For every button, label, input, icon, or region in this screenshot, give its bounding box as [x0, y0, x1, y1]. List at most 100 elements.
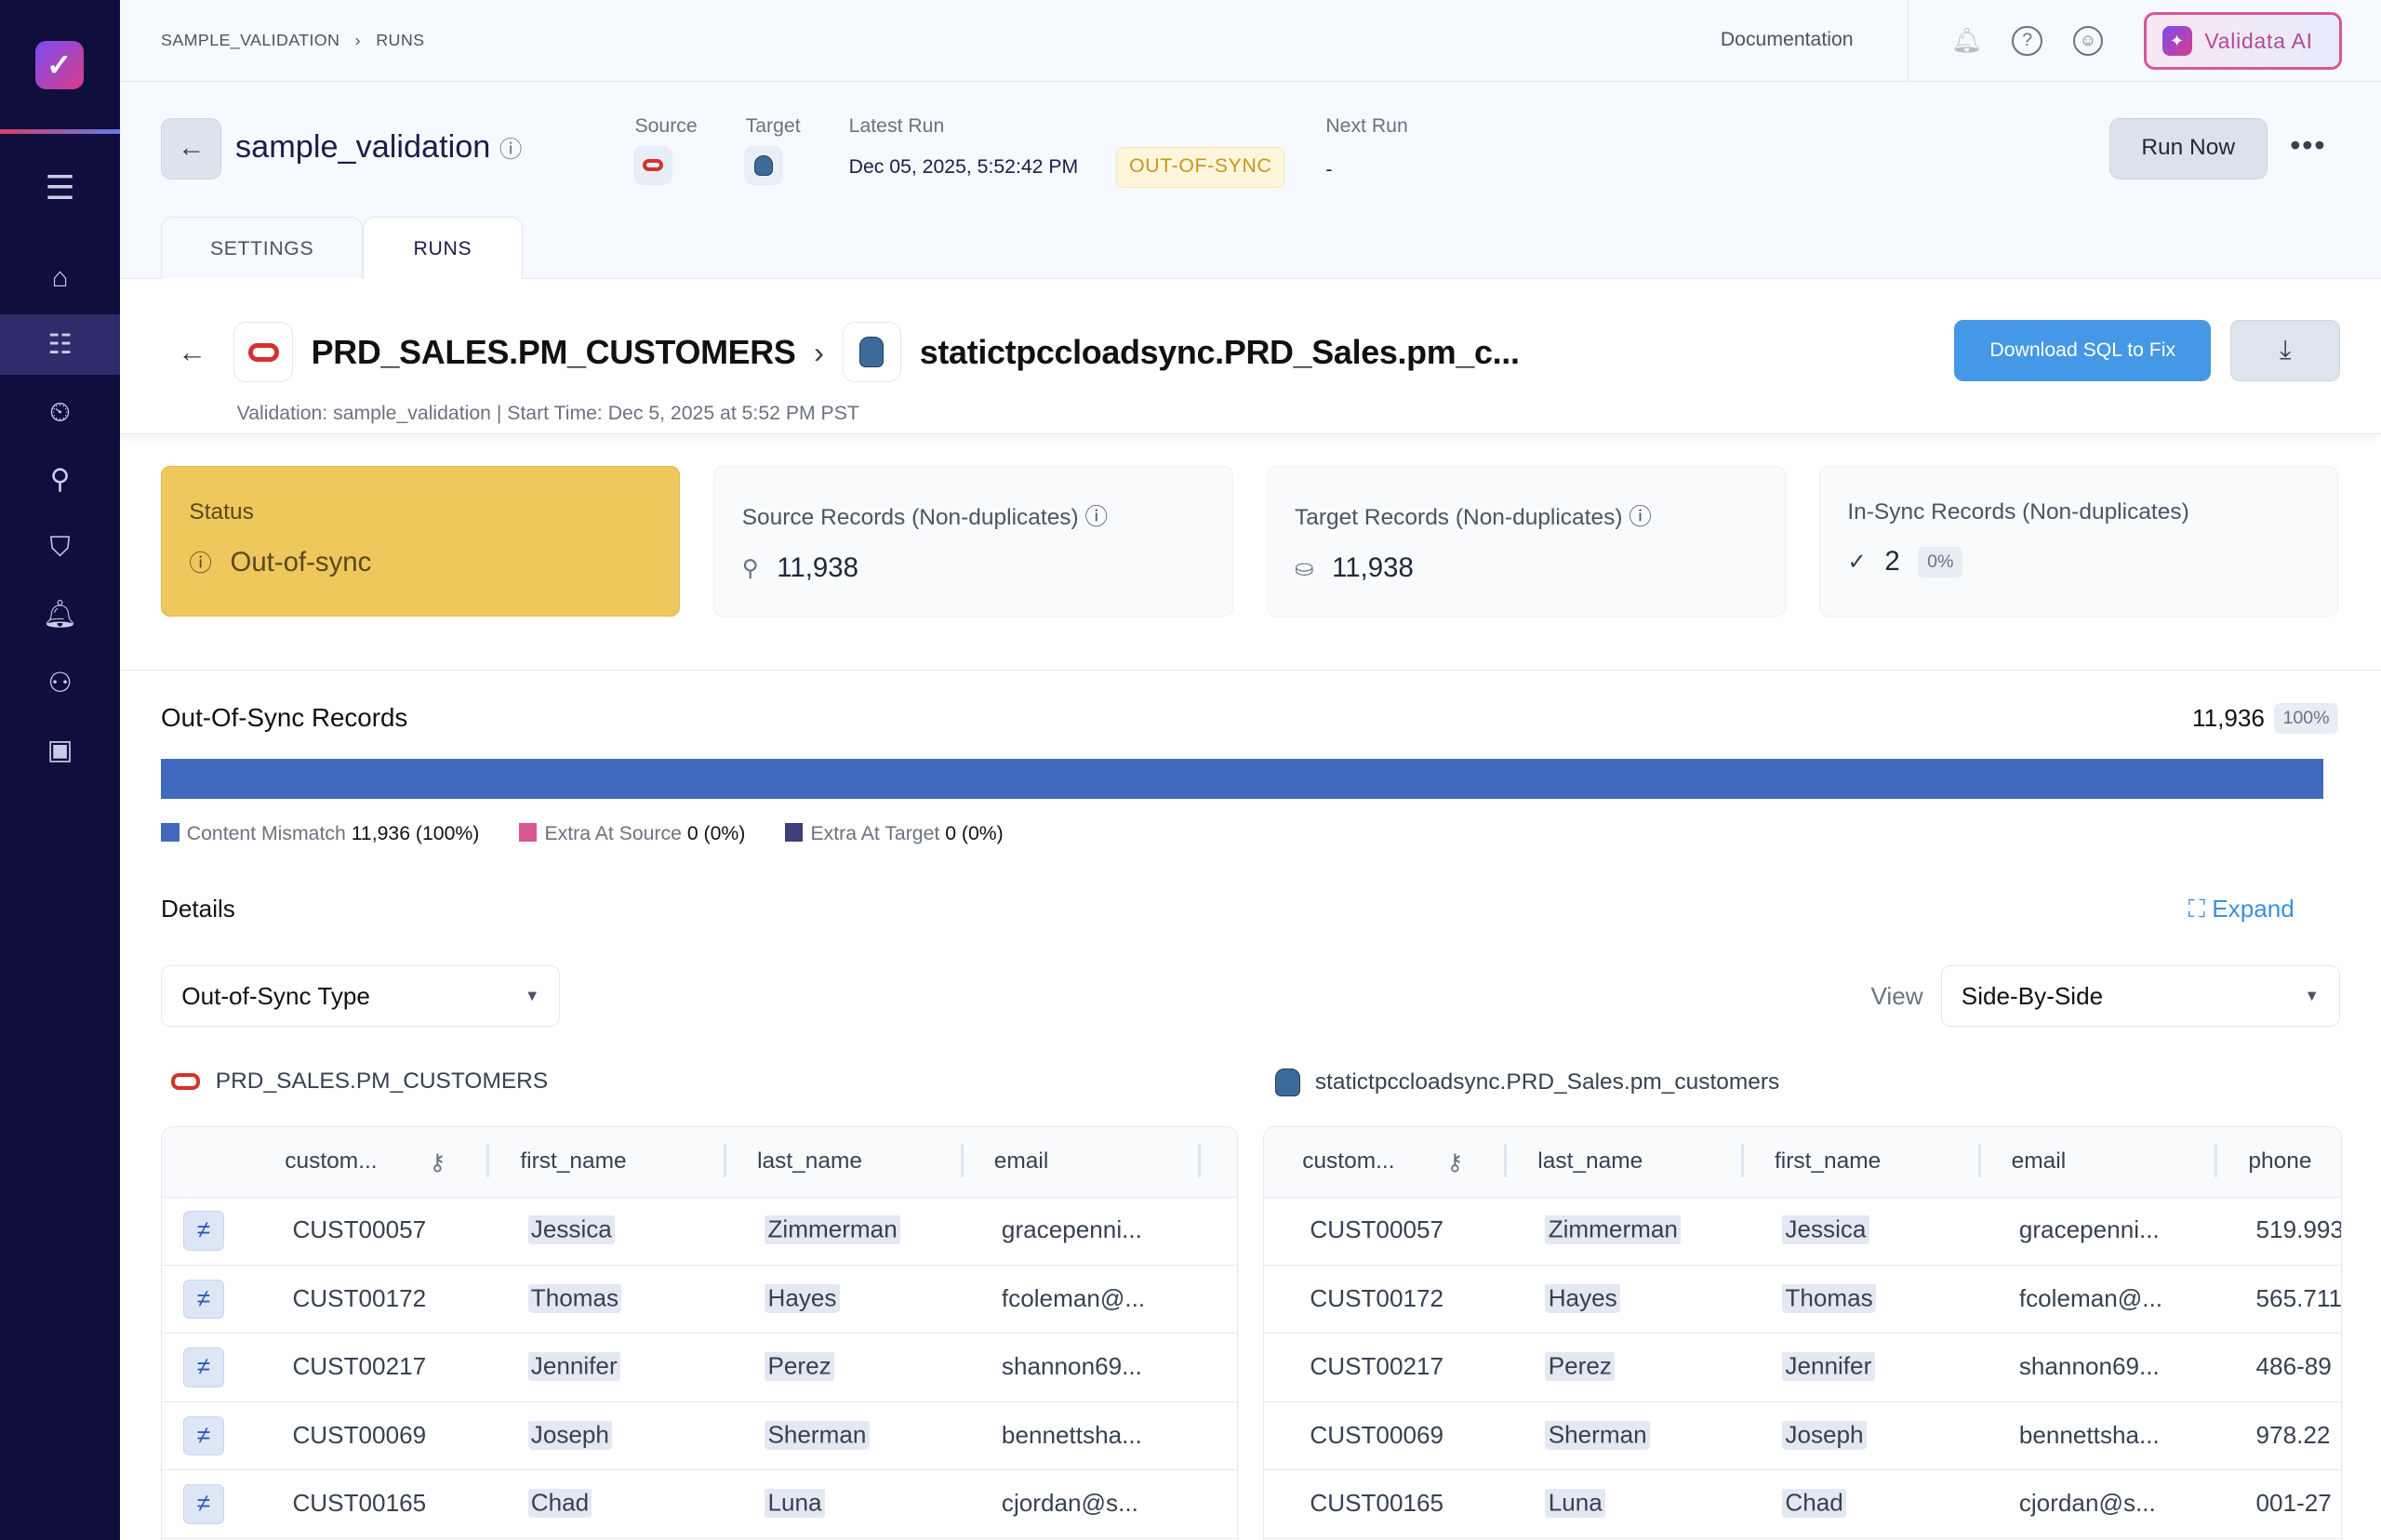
legend-content-mismatch: Content Mismatch 11,936 (100%) — [161, 823, 479, 845]
column-header[interactable]: email — [2011, 1148, 2067, 1175]
breadcrumb-validation[interactable]: SAMPLE_VALIDATION — [161, 30, 340, 49]
table-cell: 978.22 — [2255, 1420, 2331, 1449]
column-header[interactable]: last_name — [757, 1148, 863, 1175]
view-select[interactable]: Side-By-Side ▼ — [1940, 965, 2340, 1027]
back-arrow-icon[interactable]: ← — [178, 335, 207, 368]
menu-icon[interactable]: ☰ — [45, 168, 75, 207]
legend: Content Mismatch 11,936 (100%) Extra At … — [161, 823, 1004, 845]
column-header[interactable]: email — [993, 1148, 1049, 1175]
column-header[interactable]: first_name — [1774, 1148, 1882, 1175]
bell-icon[interactable]: 🔔︎ — [1951, 25, 1983, 54]
oracle-icon — [632, 145, 673, 186]
help-icon[interactable]: ? — [2012, 25, 2042, 57]
count: 11,936 — [2192, 703, 2265, 732]
table-cell: Luna — [765, 1488, 825, 1518]
table-cell: Zimmerman — [765, 1215, 900, 1245]
column-header[interactable]: phone — [2248, 1148, 2312, 1175]
table-cell: bennettsha... — [1001, 1420, 1142, 1449]
column-resize-handle[interactable] — [1504, 1144, 1508, 1178]
documentation-link[interactable]: Documentation — [1720, 29, 1854, 51]
table-cell: Jessica — [1782, 1215, 1869, 1245]
out-of-sync-count: 11,936 100% — [2192, 702, 2339, 734]
column-header[interactable]: first_name — [520, 1148, 627, 1175]
column-header[interactable]: custom... — [1302, 1148, 1395, 1175]
table-cell: Jessica — [527, 1215, 616, 1245]
monitor-icon[interactable]: ▣ — [47, 735, 73, 766]
download-sql-button[interactable]: Download SQL to Fix — [1954, 320, 2212, 381]
expand-button[interactable]: ⛶ Expand — [2188, 894, 2295, 923]
column-resize-handle[interactable] — [960, 1144, 964, 1178]
table-row[interactable]: CUST00057 Zimmerman Jessica gracepenni... 51… — [1264, 1198, 2342, 1266]
postgres-icon — [842, 322, 902, 383]
users-icon[interactable]: ⚇ — [47, 668, 73, 699]
sidebar-divider — [0, 128, 120, 134]
table-cell: bennettsha... — [2018, 1420, 2160, 1449]
table-cell: Hayes — [765, 1283, 840, 1313]
latest-run-label: Latest Run — [848, 115, 945, 138]
out-of-sync-type-select[interactable]: Out-of-Sync Type ▼ — [161, 965, 561, 1027]
back-button[interactable]: ← — [161, 118, 222, 179]
column-header[interactable]: custom... — [285, 1148, 378, 1175]
not-equal-icon[interactable]: ≠ — [182, 1484, 224, 1524]
sparkle-icon: ✦ — [2162, 25, 2193, 57]
card-value: Out-of-sync — [230, 546, 372, 578]
table-cell: Joseph — [527, 1420, 613, 1450]
not-equal-icon[interactable]: ≠ — [182, 1279, 224, 1320]
table-row[interactable]: CUST00069 Sherman Joseph bennettsha... 978.2… — [1264, 1402, 2341, 1471]
table-cell: CUST00172 — [292, 1283, 427, 1312]
tab-runs[interactable]: RUNS — [363, 217, 523, 282]
table-cell: Chad — [527, 1488, 592, 1518]
table-row[interactable]: ≠ CUST00057 Jessica Zimmerman gracepenni... — [162, 1198, 1237, 1266]
table-row[interactable]: ≠ CUST00165 Chad Luna cjordan@s... — [162, 1470, 1237, 1539]
card-value: 2 — [1884, 546, 1900, 578]
table-row[interactable]: CUST00217 Perez Jennifer shannon69... 486-89 — [1264, 1334, 2341, 1402]
connections-icon[interactable]: ⚲ — [49, 464, 71, 496]
not-equal-icon[interactable]: ≠ — [182, 1348, 224, 1387]
column-resize-handle[interactable] — [724, 1144, 726, 1178]
download-icon[interactable]: ⤓ — [2230, 320, 2340, 381]
source-icon: ⚲ — [741, 556, 759, 582]
table-cell: Joseph — [1782, 1420, 1867, 1450]
info-icon[interactable]: ⓘ — [1629, 504, 1652, 530]
status-card: Status ⓘ Out-of-sync — [161, 466, 681, 617]
home-icon[interactable]: ⌂ — [51, 261, 69, 293]
table-cell: 565.711 — [2255, 1283, 2342, 1312]
info-icon[interactable]: ⓘ — [1084, 504, 1109, 530]
column-resize-handle[interactable] — [1197, 1144, 1201, 1178]
target-label: Target — [745, 115, 801, 138]
app-logo[interactable]: ✓ — [34, 41, 84, 90]
target-icon: ⛀ — [1295, 556, 1314, 582]
table-cell: shannon69... — [2018, 1352, 2160, 1381]
oracle-icon — [233, 322, 294, 383]
tab-settings[interactable]: SETTINGS — [161, 217, 364, 282]
user-icon[interactable]: ☺ — [2072, 25, 2104, 57]
reports-icon[interactable]: ⏲ — [49, 397, 71, 429]
shield-icon[interactable]: ⛉ — [49, 532, 71, 564]
table-row[interactable]: ≠ CUST00069 Joseph Sherman bennettsha... — [162, 1402, 1237, 1471]
validata-ai-button[interactable]: ✦ Validata AI — [2144, 12, 2342, 71]
run-now-button[interactable]: Run Now — [2108, 118, 2268, 179]
breadcrumb-runs[interactable]: RUNS — [376, 30, 425, 49]
table-cell: gracepenni... — [1001, 1215, 1142, 1244]
more-options-icon[interactable]: ••• — [2290, 127, 2327, 163]
in-sync-records-card: In-Sync Records (Non-duplicates) ✓ 2 0% — [1818, 466, 2339, 617]
column-resize-handle[interactable] — [486, 1144, 490, 1178]
column-header[interactable]: last_name — [1537, 1148, 1643, 1175]
table-cell: 001-27 — [2255, 1488, 2332, 1517]
table-cell: gracepenni... — [2018, 1215, 2160, 1244]
column-resize-handle[interactable] — [2215, 1144, 2218, 1178]
run-header: ← PRD_SALES.PM_CUSTOMERS › statictpccloa… — [119, 279, 2381, 434]
not-equal-icon[interactable]: ≠ — [182, 1415, 224, 1456]
column-resize-handle[interactable] — [1977, 1144, 1981, 1178]
info-icon[interactable]: ⓘ — [499, 137, 523, 163]
table-cell: 486-89 — [2255, 1352, 2332, 1381]
table-row[interactable]: ≠ CUST00217 Jennifer Perez shannon69... — [162, 1334, 1237, 1402]
validations-icon[interactable]: ☷ — [0, 313, 120, 376]
column-resize-handle[interactable] — [1741, 1144, 1744, 1178]
table-row[interactable]: CUST00165 Luna Chad cjordan@s... 001-27 — [1264, 1470, 2341, 1539]
not-equal-icon[interactable]: ≠ — [182, 1211, 224, 1251]
table-row[interactable]: CUST00172 Hayes Thomas fcoleman@... 565.711 — [1264, 1266, 2342, 1334]
table-row[interactable]: ≠ CUST00172 Thomas Hayes fcoleman@... — [162, 1266, 1237, 1334]
alerts-icon[interactable]: 🔔︎ — [42, 599, 78, 631]
table-cell: 519.993 — [2255, 1215, 2342, 1244]
